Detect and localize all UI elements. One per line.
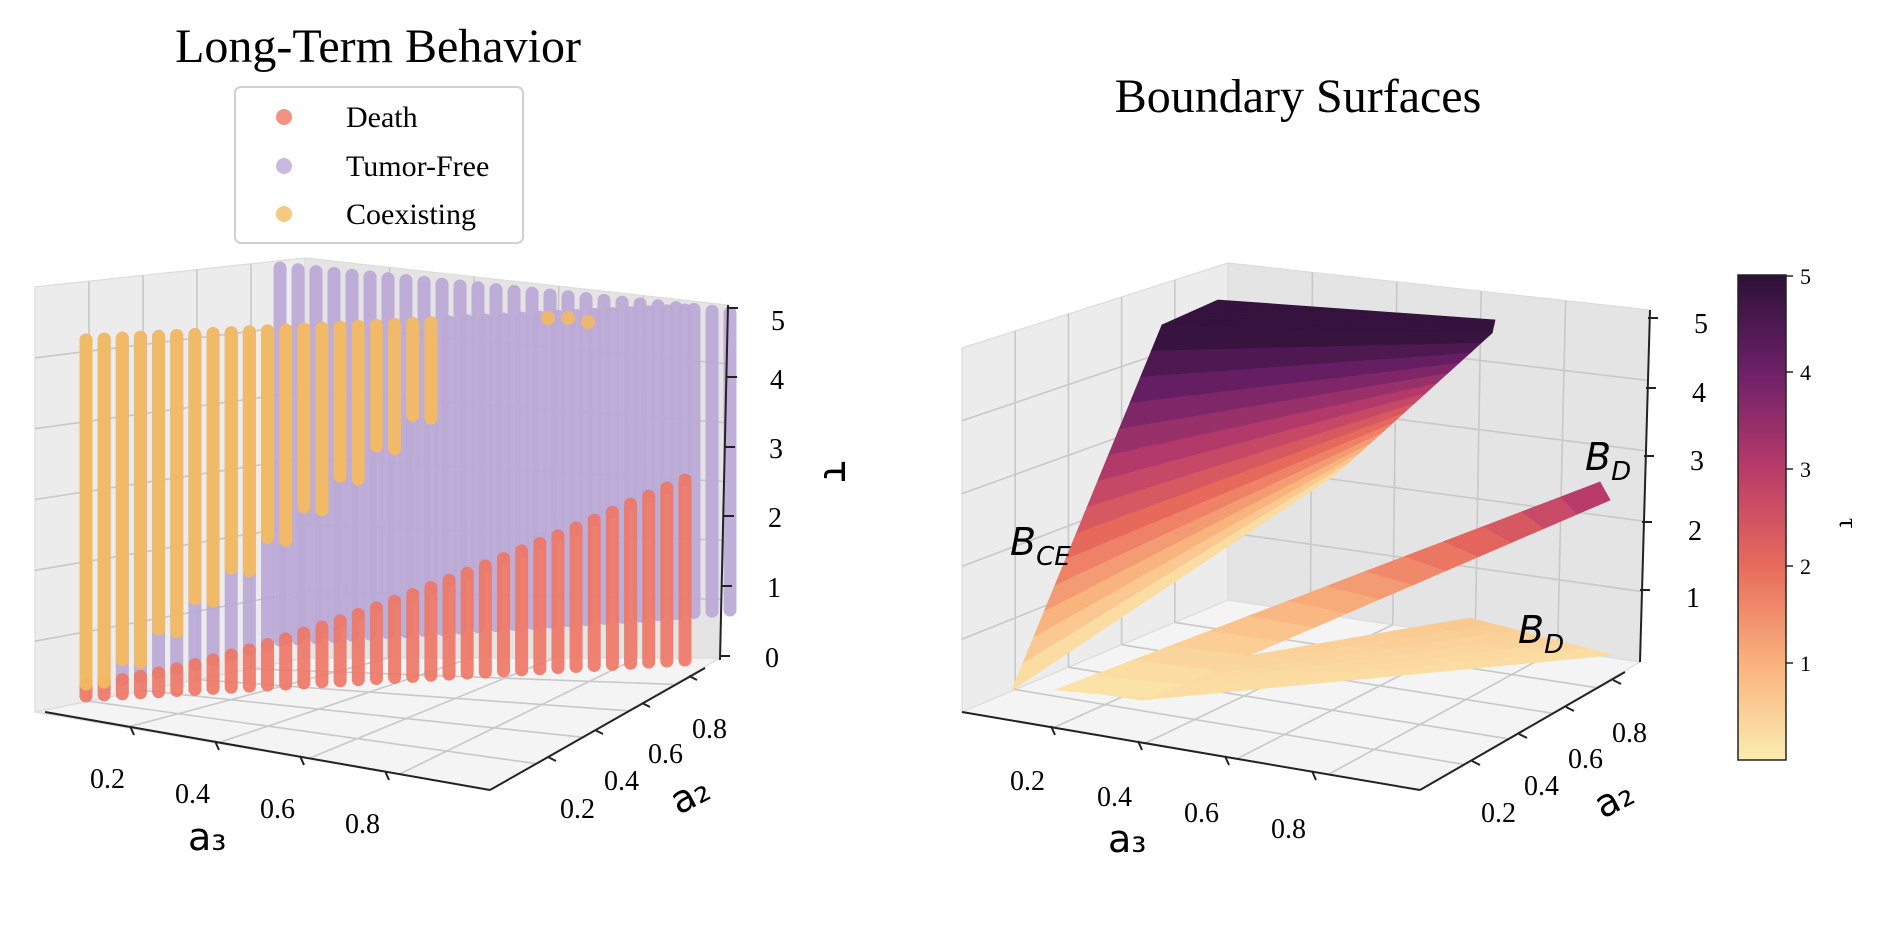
colorbar-tick-label: 3 — [1800, 457, 1811, 482]
right-z-tick-label: 1 — [1686, 583, 1700, 614]
right-z-axis-line — [1639, 309, 1651, 663]
gridline — [1328, 648, 1558, 776]
left-z-tick-label: 0 — [765, 643, 779, 674]
right-y-tick-label: 0.4 — [1524, 771, 1559, 802]
gridline — [1015, 688, 1465, 766]
left-x-axis-label: a₃ — [188, 815, 227, 859]
right-x-tick-mark — [1050, 725, 1056, 736]
gridline — [88, 700, 537, 765]
right-x-tick-label: 0.8 — [1271, 814, 1306, 845]
left-x-tick-label: 0.2 — [90, 764, 125, 795]
right-y-tick-label: 0.2 — [1481, 798, 1516, 829]
left-z-tick-label: 5 — [771, 306, 785, 337]
boundary-surface-bd-rising — [1571, 493, 1611, 515]
left-z-axis-label: τ — [815, 460, 859, 483]
left-scatter-data — [79, 261, 737, 703]
legend-marker-coexisting — [276, 206, 292, 222]
left-z-axis-line — [719, 304, 729, 661]
right-y-axis-line — [1419, 671, 1626, 791]
boundary-surface-cap — [1210, 299, 1496, 323]
right-x-tick-label: 0.6 — [1184, 798, 1219, 829]
left-x-tick-label: 0.8 — [345, 809, 380, 840]
left-x-tick-label: 0.4 — [175, 779, 210, 810]
left-z-tick-label: 1 — [767, 573, 781, 604]
right-y-tick-mark — [1518, 733, 1528, 739]
right-x-axis-line — [961, 711, 1421, 791]
left-x-tick-label: 0.6 — [260, 794, 295, 825]
left-y-tick-mark — [547, 756, 557, 762]
left-subplot: 0.2 0.4 0.6 0.8 0.2 0.4 0.6 0.8 0 1 2 3 … — [34, 20, 859, 859]
colorbar: 1 2 3 4 5 τ — [1737, 264, 1863, 761]
left-y-tick-mark — [688, 675, 698, 681]
annotation-b-d-lower: BD — [1518, 608, 1564, 660]
left-x-tick-mark — [129, 725, 135, 736]
right-y-tick-mark — [1565, 706, 1575, 712]
right-y-tick-label: 0.6 — [1568, 744, 1603, 775]
right-surface-data — [1011, 299, 1613, 701]
legend-label-death: Death — [346, 101, 418, 134]
boundary-surface-bd-floor — [1542, 648, 1613, 660]
colorbar-gradient — [1737, 274, 1787, 761]
gridline — [1474, 291, 1482, 638]
left-y-tick-label: 0.2 — [560, 794, 595, 825]
gridline — [307, 657, 555, 760]
legend-label-tumor-free: Tumor-Free — [346, 150, 489, 183]
coexisting-point — [561, 311, 575, 325]
right-y-tick-label: 0.8 — [1612, 718, 1647, 749]
right-y-tick-mark — [1612, 679, 1622, 685]
right-x-axis-label: a₃ — [1108, 817, 1147, 861]
gridline — [1556, 300, 1567, 650]
legend-label-coexisting: Coexisting — [346, 198, 476, 231]
left-z-tick-label: 4 — [770, 365, 784, 396]
right-y-axis-label: a₂ — [1586, 770, 1641, 827]
left-y-tick-label: 0.4 — [604, 766, 639, 797]
legend-marker-tumor-free — [276, 158, 292, 174]
right-x-tick-mark — [1224, 755, 1230, 766]
annotation-b-ce: BCE — [1010, 520, 1071, 572]
left-y-axis-line — [489, 667, 706, 791]
left-x-tick-mark — [384, 770, 390, 781]
right-x-tick-mark — [1311, 770, 1317, 781]
right-z-tick-label: 2 — [1688, 516, 1702, 547]
legend-marker-death — [276, 109, 292, 125]
annotation-b-d-upper: BD — [1585, 435, 1631, 487]
right-x-tick-label: 0.4 — [1097, 782, 1132, 813]
right-x-tick-mark — [1137, 740, 1143, 751]
left-x-tick-mark — [299, 755, 305, 766]
left-title: Long-Term Behavior — [175, 20, 581, 73]
left-x-axis-line — [44, 711, 491, 791]
left-y-tick-label: 0.6 — [648, 739, 683, 770]
boundary-surface-bce — [1307, 464, 1347, 494]
coexisting-point — [581, 315, 595, 329]
colorbar-label: τ — [1834, 518, 1863, 528]
left-y-tick-mark — [641, 702, 651, 708]
right-z-tick-label: 3 — [1690, 446, 1704, 477]
right-z-tick-label: 5 — [1694, 309, 1708, 340]
gridline — [398, 657, 638, 776]
gridline — [142, 689, 583, 738]
right-title: Boundary Surfaces — [1115, 70, 1482, 123]
left-legend: Death Tumor-Free Coexisting — [234, 86, 524, 244]
legend-frame — [234, 86, 524, 244]
right-x-tick-label: 0.2 — [1010, 766, 1045, 797]
coexisting-point — [541, 311, 555, 325]
colorbar-tick-label: 4 — [1800, 360, 1811, 385]
colorbar-tick-label: 1 — [1800, 651, 1811, 676]
colorbar-tick-label: 5 — [1800, 264, 1811, 289]
left-z-tick-label: 3 — [769, 434, 783, 465]
left-z-tick-label: 2 — [768, 503, 782, 534]
left-y-tick-label: 0.8 — [692, 714, 727, 745]
left-x-tick-mark — [214, 740, 220, 751]
left-y-axis-label: a₂ — [662, 766, 717, 823]
colorbar-tick-label: 2 — [1800, 554, 1811, 579]
right-z-tick-label: 4 — [1692, 378, 1706, 409]
right-y-tick-mark — [1471, 760, 1481, 766]
left-y-tick-mark — [594, 729, 604, 735]
right-subplot: 0.2 0.4 0.6 0.8 0.2 0.4 0.6 0.8 1 2 3 4 … — [959, 70, 1863, 861]
